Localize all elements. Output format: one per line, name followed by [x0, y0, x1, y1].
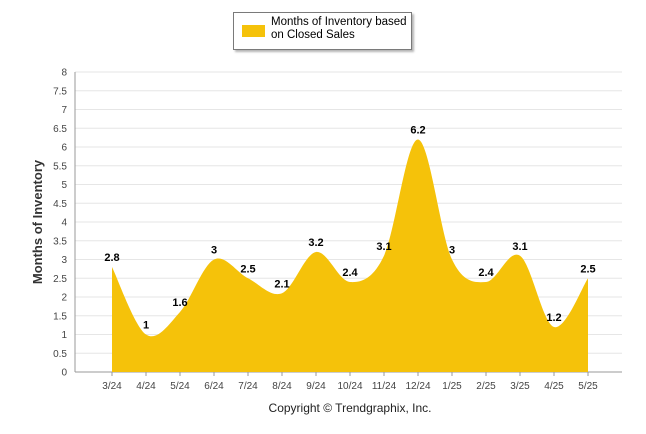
- y-tick-label: 5: [61, 180, 67, 191]
- data-label: 3: [211, 245, 217, 257]
- area-series: [112, 139, 588, 372]
- data-labels: 2.8 1 1.6 3 2.5 2.1 3.2 2.4 3.1 6.2 3 2.4 3.1 1.2 2.5: [104, 125, 595, 332]
- x-tick-label: 8/24: [272, 381, 292, 392]
- x-tick-label: 2/25: [476, 381, 496, 392]
- x-tick-label: 6/24: [204, 381, 224, 392]
- y-tick-label: 4.5: [53, 199, 67, 210]
- data-label: 3.1: [512, 241, 527, 253]
- copyright-text: Copyright © Trendgraphix, Inc.: [268, 401, 432, 415]
- x-tick-label: 3/24: [102, 381, 122, 392]
- y-tick-label: 4: [61, 218, 67, 229]
- grid-lines: [75, 71, 622, 373]
- y-tick-label: 6.5: [53, 124, 67, 135]
- y-tick-label: 7: [61, 105, 67, 116]
- x-tick-label: 12/24: [405, 381, 430, 392]
- y-tick-label: 0.5: [53, 349, 67, 360]
- y-tick-label: 0: [61, 368, 67, 379]
- y-tick-label: 1.5: [53, 311, 67, 322]
- x-tick-labels: 3/24 4/24 5/24 6/24 7/24 8/24 9/24 10/24 11/24 12…: [102, 381, 598, 392]
- y-tick-label: 1: [61, 330, 67, 341]
- data-label: 2.4: [478, 267, 494, 279]
- data-label: 2.5: [240, 263, 255, 275]
- x-tick-label: 10/24: [337, 381, 362, 392]
- x-tick-label: 4/25: [544, 381, 564, 392]
- x-tick-label: 11/24: [372, 381, 397, 392]
- legend-swatch: [242, 25, 265, 37]
- area-fill: [112, 139, 588, 372]
- x-tick-label: 4/24: [136, 381, 156, 392]
- data-label: 2.5: [580, 263, 595, 275]
- y-tick-label: 8: [61, 68, 67, 79]
- x-tick-label: 3/25: [510, 381, 530, 392]
- data-label: 2.8: [104, 252, 119, 264]
- data-label: 1.6: [172, 297, 187, 309]
- x-tick-label: 9/24: [306, 381, 326, 392]
- y-tick-label: 3: [61, 255, 67, 266]
- data-label: 6.2: [410, 125, 425, 137]
- x-tick-label: 1/25: [442, 381, 462, 392]
- y-tick-label: 7.5: [53, 86, 67, 97]
- y-axis-title: Months of Inventory: [30, 159, 45, 284]
- y-tick-label: 6: [61, 143, 67, 154]
- y-tick-label: 3.5: [53, 236, 67, 247]
- data-label: 2.4: [342, 267, 358, 279]
- data-label: 3.2: [308, 237, 323, 249]
- x-tick-label: 5/24: [170, 381, 190, 392]
- legend-label: Months of Inventory based on Closed Sale…: [271, 16, 407, 41]
- y-tick-label: 5.5: [53, 161, 67, 172]
- data-label: 2.1: [274, 278, 289, 290]
- y-tick-label: 2.5: [53, 274, 67, 285]
- x-tick-label: 7/24: [238, 381, 258, 392]
- legend: Months of Inventory based on Closed Sale…: [233, 12, 412, 50]
- data-label: 1: [143, 320, 149, 332]
- y-tick-labels: 0 0.5 1 1.5 2 2.5 3 3.5 4 4.5 5 5.5 6 6.5 7 7.5 8: [53, 68, 67, 379]
- data-label: 1.2: [546, 312, 561, 324]
- x-tick-label: 5/25: [578, 381, 598, 392]
- data-label: 3.1: [376, 241, 391, 253]
- y-tick-label: 2: [61, 293, 67, 304]
- data-label: 3: [449, 245, 455, 257]
